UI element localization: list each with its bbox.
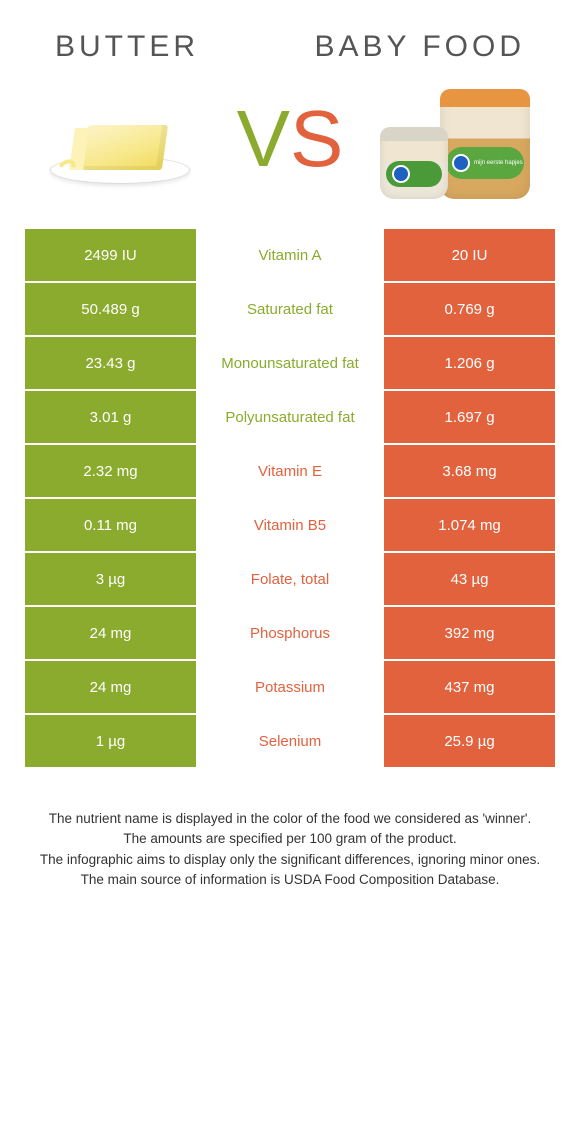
- table-row: 24 mgPhosphorus392 mg: [25, 607, 555, 661]
- table-row: 0.11 mgVitamin B51.074 mg: [25, 499, 555, 553]
- right-value: 392 mg: [384, 607, 555, 659]
- footnote-line: The amounts are specified per 100 gram o…: [35, 829, 545, 849]
- footnote-line: The main source of information is USDA F…: [35, 870, 545, 890]
- footnote-line: The infographic aims to display only the…: [35, 850, 545, 870]
- table-row: 24 mgPotassium437 mg: [25, 661, 555, 715]
- right-food-title: Baby food: [315, 30, 526, 64]
- footnotes: The nutrient name is displayed in the co…: [25, 809, 555, 890]
- table-row: 2.32 mgVitamin E3.68 mg: [25, 445, 555, 499]
- right-value: 43 µg: [384, 553, 555, 605]
- nutrient-name: Monounsaturated fat: [196, 337, 384, 389]
- left-value: 24 mg: [25, 607, 196, 659]
- nutrient-name: Vitamin A: [196, 229, 384, 281]
- right-value: 437 mg: [384, 661, 555, 713]
- nutrient-table: 2499 IUVitamin A20 IU50.489 gSaturated f…: [25, 229, 555, 769]
- nutrient-name: Polyunsaturated fat: [196, 391, 384, 443]
- left-value: 2.32 mg: [25, 445, 196, 497]
- left-value: 0.11 mg: [25, 499, 196, 551]
- nutrient-name: Vitamin E: [196, 445, 384, 497]
- vs-v: V: [237, 94, 290, 183]
- right-value: 1.074 mg: [384, 499, 555, 551]
- vs-label: VS: [237, 93, 344, 185]
- right-value: 1.206 g: [384, 337, 555, 389]
- images-row: VS mijn eerste hapjes: [25, 79, 555, 229]
- left-value: 24 mg: [25, 661, 196, 713]
- left-value: 2499 IU: [25, 229, 196, 281]
- nutrient-name: Vitamin B5: [196, 499, 384, 551]
- right-food-image: mijn eerste hapjes: [375, 79, 545, 199]
- nutrient-name: Saturated fat: [196, 283, 384, 335]
- left-value: 50.489 g: [25, 283, 196, 335]
- nutrient-name: Potassium: [196, 661, 384, 713]
- table-row: 23.43 gMonounsaturated fat1.206 g: [25, 337, 555, 391]
- nutrient-name: Selenium: [196, 715, 384, 767]
- title-row: Butter Baby food: [25, 20, 555, 79]
- right-value: 3.68 mg: [384, 445, 555, 497]
- right-value: 25.9 µg: [384, 715, 555, 767]
- right-value: 20 IU: [384, 229, 555, 281]
- right-value: 1.697 g: [384, 391, 555, 443]
- left-food-title: Butter: [55, 30, 199, 64]
- right-value: 0.769 g: [384, 283, 555, 335]
- table-row: 3.01 gPolyunsaturated fat1.697 g: [25, 391, 555, 445]
- table-row: 3 µgFolate, total43 µg: [25, 553, 555, 607]
- left-value: 1 µg: [25, 715, 196, 767]
- nutrient-name: Folate, total: [196, 553, 384, 605]
- left-value: 3 µg: [25, 553, 196, 605]
- table-row: 1 µgSelenium25.9 µg: [25, 715, 555, 769]
- left-value: 3.01 g: [25, 391, 196, 443]
- left-value: 23.43 g: [25, 337, 196, 389]
- footnote-line: The nutrient name is displayed in the co…: [35, 809, 545, 829]
- left-food-image: [35, 79, 205, 199]
- nutrient-name: Phosphorus: [196, 607, 384, 659]
- table-row: 2499 IUVitamin A20 IU: [25, 229, 555, 283]
- table-row: 50.489 gSaturated fat0.769 g: [25, 283, 555, 337]
- vs-s: S: [290, 94, 343, 183]
